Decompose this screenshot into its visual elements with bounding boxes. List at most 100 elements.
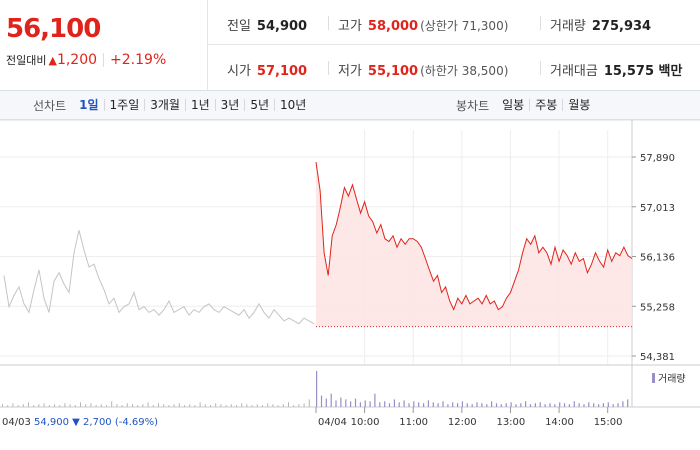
tab-10y[interactable]: 10년 <box>274 99 311 111</box>
volume-bar <box>529 404 532 407</box>
volume-bar <box>74 405 76 407</box>
x-tick-label: 12:00 <box>448 417 477 428</box>
volume-bar <box>495 403 498 407</box>
volume-bar <box>427 400 429 407</box>
volume-bar <box>17 405 19 407</box>
volume-bar <box>256 404 258 407</box>
volume-bar <box>12 403 14 407</box>
volume-bar <box>578 403 580 407</box>
price-chart[interactable]: 57,890 57,013 56,136 55,258 54,381 거래량 04/03… <box>0 120 700 450</box>
volume-bar <box>384 401 386 407</box>
volume-bar <box>568 404 570 407</box>
volume-bar <box>505 403 507 407</box>
volume-bar <box>7 405 9 407</box>
volume-bar <box>520 403 522 407</box>
low-value: 55,100 <box>367 64 419 79</box>
volume-bar <box>622 401 624 407</box>
x-tick-label: 13:00 <box>496 417 525 428</box>
chart-period-tabs: 선차트 1일 1주일 3개월 1년 3년 5년 10년 봉차트 일봉 주봉 월봉 <box>0 90 700 120</box>
volume-bar <box>593 403 595 407</box>
divider <box>208 44 700 45</box>
candle-chart-label: 봉차트 <box>456 98 490 113</box>
volume-bar <box>330 393 332 407</box>
today-area <box>315 162 633 328</box>
x-tick-label: 04/04 <box>318 417 347 428</box>
volume-bar <box>147 402 149 407</box>
volume-bar <box>48 405 50 407</box>
volume-bar <box>251 405 253 407</box>
volume-bar <box>457 403 459 407</box>
tab-monthly[interactable]: 월봉 <box>562 99 595 111</box>
volume-bar <box>316 371 318 407</box>
volume-bar <box>617 403 619 407</box>
y-axis: 57,890 57,013 56,136 55,258 54,381 <box>632 153 675 363</box>
up-triangle-icon: ▲ <box>48 54 57 67</box>
volume-bar <box>267 403 269 407</box>
tab-3y[interactable]: 3년 <box>214 99 245 111</box>
volume-bar <box>126 403 128 407</box>
price-box: 56,100 전일대비 ▲1,200 +2.19% <box>0 0 208 90</box>
volume-bar <box>28 402 29 407</box>
volume-bar <box>539 402 541 407</box>
volume-bar <box>398 402 400 407</box>
stat-volume: 거래량 275,934 <box>550 15 651 34</box>
volume-bar <box>95 405 97 407</box>
stat-open: 시가 57,100 <box>227 60 307 79</box>
volume-legend-label: 거래량 <box>658 373 686 385</box>
volume-bar <box>481 403 483 407</box>
volume-bar <box>173 404 175 407</box>
amount-value: 15,575 백만 <box>603 64 683 79</box>
tab-5y[interactable]: 5년 <box>244 99 274 111</box>
volume-bar <box>189 404 191 407</box>
tab-1y[interactable]: 1년 <box>184 99 215 111</box>
tab-3m[interactable]: 3개월 <box>144 99 185 111</box>
volume-bar <box>573 401 575 407</box>
high-value: 58,000 <box>367 19 419 34</box>
volume-bar <box>442 401 444 407</box>
volume-bar <box>544 404 546 407</box>
tab-daily[interactable]: 일봉 <box>502 98 525 112</box>
volume-bar <box>121 405 123 407</box>
volume-bar <box>476 402 478 407</box>
volume-bar <box>461 401 463 407</box>
volume-bar <box>345 399 347 407</box>
change-label: 전일대비 <box>6 54 47 67</box>
volume-bar <box>194 405 196 407</box>
divider <box>328 61 329 75</box>
volume-bar <box>602 403 604 407</box>
y-tick-label: 57,013 <box>640 203 675 214</box>
volume-bars: 거래량 <box>2 371 686 407</box>
volume-bar <box>423 403 425 407</box>
volume-bar <box>340 397 342 407</box>
volume-bar <box>437 403 439 407</box>
volume-bar <box>510 402 512 407</box>
volume-bar <box>230 404 232 407</box>
volume-bar <box>241 403 243 407</box>
volume-bar <box>500 404 502 407</box>
tab-1w[interactable]: 1주일 <box>103 99 145 111</box>
volume-bar <box>220 404 222 407</box>
volume-bar <box>515 404 517 407</box>
volume-bar <box>215 403 217 407</box>
prev-close-label: 전일 <box>227 19 251 34</box>
divider <box>540 16 541 30</box>
volume-bar <box>43 403 45 407</box>
low-label: 저가 <box>338 64 362 79</box>
tab-weekly[interactable]: 주봉 <box>529 99 562 111</box>
volume-bar <box>525 401 527 407</box>
high-label: 고가 <box>338 19 362 34</box>
tab-1d[interactable]: 1일 <box>79 98 99 112</box>
today-line <box>315 162 633 311</box>
volume-bar <box>369 401 371 407</box>
volume-bar <box>38 404 40 407</box>
x-tick-label: 11:00 <box>399 417 428 428</box>
volume-bar <box>210 405 211 407</box>
volume-bar <box>379 402 381 407</box>
volume-bar <box>69 404 71 407</box>
volume-bar <box>80 402 81 407</box>
volume-bar <box>288 402 289 407</box>
change-percent: +2.19% <box>110 52 167 68</box>
today-fill <box>316 162 632 327</box>
divider <box>328 16 329 30</box>
volume-bar <box>563 403 566 407</box>
